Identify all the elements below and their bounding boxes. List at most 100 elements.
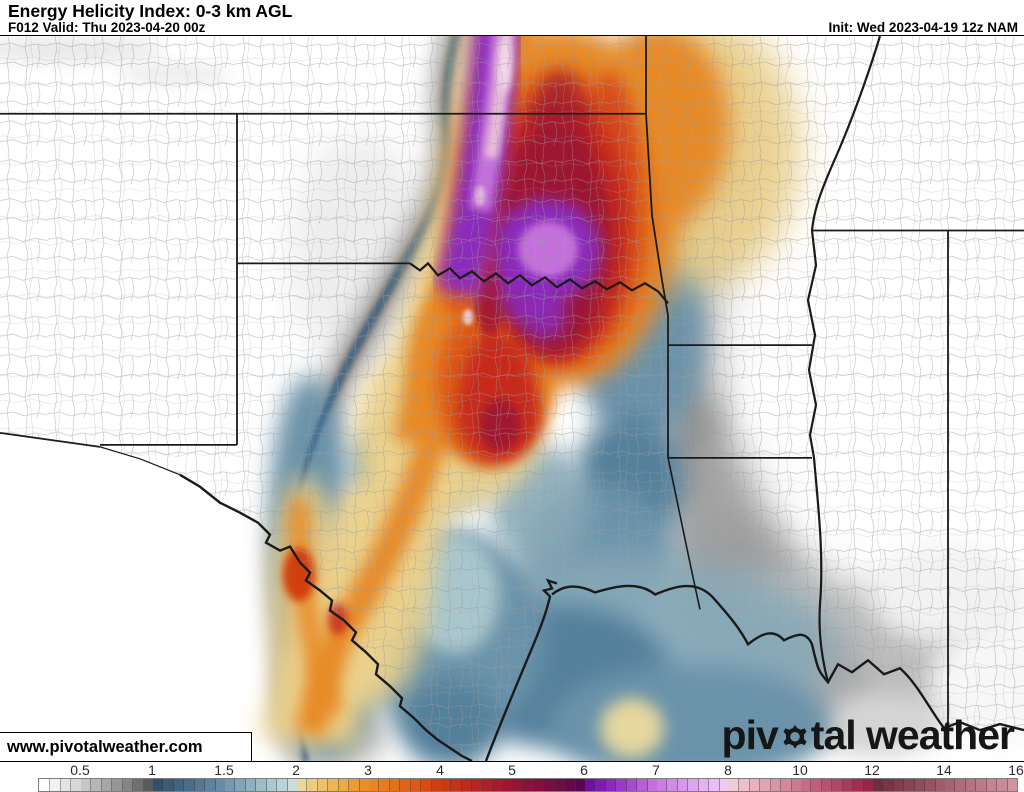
colorbar-cell [359, 779, 369, 791]
colorbar-cell [266, 779, 278, 791]
colorbar-legend: 0.5 1 1.5 2 3 4 5 6 7 8 10 12 14 16 [0, 762, 1024, 792]
colorbar-cell [49, 779, 61, 791]
colorbar-label: 0.5 [70, 762, 90, 778]
colorbar-cell [461, 779, 473, 791]
logo-text-piv: piv [721, 711, 779, 758]
colorbar-cell [194, 779, 206, 791]
colorbar-cell [853, 779, 864, 791]
colorbar-cell [791, 779, 801, 791]
colorbar-cell [719, 779, 729, 791]
weather-map-canvas [0, 36, 1024, 761]
page-title: Energy Helicity Index: 0-3 km AGL [8, 1, 293, 21]
colorbar-cell [225, 779, 236, 791]
colorbar-cell [801, 779, 812, 791]
colorbar-label: 7 [652, 762, 660, 778]
state-borders [0, 36, 1024, 761]
colorbar-cell [112, 779, 123, 791]
colorbar-cell [533, 779, 545, 791]
colorbar-interval [729, 779, 801, 791]
colorbar-cell [173, 779, 185, 791]
colorbar-cell [441, 779, 452, 791]
forecast-valid-text: F012 Valid: Thu 2023-04-20 00z [8, 20, 206, 35]
colorbar-cell [71, 779, 81, 791]
colorbar-cell [277, 779, 288, 791]
colorbar-label: 1.5 [214, 762, 234, 778]
colorbar-cell [544, 779, 555, 791]
colorbar-cell [698, 779, 710, 791]
colorbar-cell [986, 779, 998, 791]
colorbar-cell [760, 779, 771, 791]
colorbar-cell [935, 779, 945, 791]
colorbar-interval [153, 779, 225, 791]
colorbar-cell [565, 779, 576, 791]
colorbar-interval [945, 779, 1017, 791]
colorbar-cell [153, 779, 164, 791]
colorbar-label: 3 [364, 762, 372, 778]
colorbar-cell [925, 779, 936, 791]
colorbar-cell [307, 779, 318, 791]
colorbar-cell [101, 779, 113, 791]
colorbar-cell [39, 779, 50, 791]
colorbar-cell [91, 779, 102, 791]
colorbar-cell [997, 779, 1008, 791]
colorbar-label: 14 [936, 762, 952, 778]
colorbar-interval [39, 779, 81, 791]
colorbar-cell [965, 779, 977, 791]
colorbar-cell [513, 779, 524, 791]
colorbar-label: 16 [1008, 762, 1024, 778]
colorbar-cell [781, 779, 792, 791]
watermark-box: www.pivotalweather.com [0, 732, 252, 761]
colorbar-cell [688, 779, 699, 791]
colorbar-cell [955, 779, 966, 791]
colorbar-cell [235, 779, 246, 791]
colorbar-cell [349, 779, 360, 791]
colorbar-cell [410, 779, 422, 791]
colorbar-cell [677, 779, 689, 791]
colorbar-cell [904, 779, 915, 791]
colorbar-cell [811, 779, 822, 791]
colorbar-cell [554, 779, 566, 791]
colorbar-cell [60, 779, 72, 791]
colorbar-cell [287, 779, 297, 791]
colorbar-cell [626, 779, 638, 791]
logo-text-tal-weather: tal weather [810, 711, 1015, 758]
colorbar-cell [163, 779, 174, 791]
colorbar-cell [379, 779, 390, 791]
colorbar-cell [739, 779, 750, 791]
colorbar-cell [729, 779, 740, 791]
colorbar-cell [421, 779, 432, 791]
colorbar-cell [749, 779, 761, 791]
colorbar-cell [863, 779, 873, 791]
colorbar-cell [616, 779, 627, 791]
colorbar-interval [513, 779, 585, 791]
colorbar-cell [317, 779, 329, 791]
colorbar-cell [184, 779, 195, 791]
gear-icon [780, 723, 810, 753]
rio-grande-border [179, 473, 473, 761]
colorbar-cell [245, 779, 257, 791]
colorbar-label: 8 [724, 762, 732, 778]
colorbar-cell [605, 779, 617, 791]
colorbar-cell [657, 779, 668, 791]
colorbar-cell [81, 779, 92, 791]
colorbar-cell [976, 779, 987, 791]
colorbar-interval [585, 779, 657, 791]
colorbar-interval [225, 779, 297, 791]
colorbar-label: 5 [508, 762, 516, 778]
weather-map: www.pivotalweather.com piv tal weather [0, 35, 1024, 762]
colorbar-label: 4 [436, 762, 444, 778]
gulf-coastline [484, 578, 1024, 761]
colorbar [38, 778, 1018, 792]
colorbar-cell [585, 779, 596, 791]
colorbar-label: 2 [292, 762, 300, 778]
colorbar-cell [400, 779, 411, 791]
colorbar-interval [369, 779, 441, 791]
colorbar-interval [297, 779, 369, 791]
gulf-yellow-patch [600, 698, 664, 759]
colorbar-cell [667, 779, 678, 791]
colorbar-cell [369, 779, 380, 791]
colorbar-cell [883, 779, 894, 791]
colorbar-cell [842, 779, 854, 791]
watermark-url: www.pivotalweather.com [7, 737, 203, 756]
colorbar-cell [873, 779, 884, 791]
